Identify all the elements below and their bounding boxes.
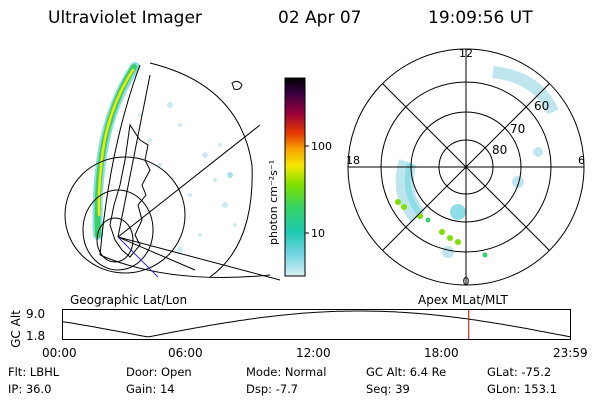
- altitude-plot: [62, 309, 572, 340]
- instrument-title: Ultraviolet Imager: [48, 8, 202, 28]
- footer-glon: GLon: 153.1: [487, 382, 557, 396]
- date-label: 02 Apr 07: [278, 8, 362, 28]
- colorbar-tick-100: 100: [311, 140, 332, 153]
- time-label: 19:09:56 UT: [428, 8, 533, 28]
- lat-label-60: 60: [534, 99, 549, 113]
- footer-flt: Flt: LBHL: [8, 365, 60, 379]
- small-coastline-marker: [231, 80, 243, 90]
- altitude-axis-label: GC Alt: [9, 310, 23, 348]
- footer-seq: Seq: 39: [366, 382, 410, 396]
- xtick-1800: 18:00: [424, 346, 459, 360]
- footer-glat: GLat: -75.2: [487, 365, 552, 379]
- footer-dsp: Dsp: -7.7: [246, 382, 299, 396]
- colorbar: 100 10 photon cm⁻²s⁻¹: [267, 77, 332, 277]
- mlt-label-12: 12: [459, 47, 473, 60]
- altitude-ytick-high: 9.0: [26, 307, 46, 321]
- antarctica-coastline: [109, 123, 151, 258]
- xtick-1200: 12:00: [296, 346, 331, 360]
- aurora-oval-band: [92, 62, 140, 240]
- geographic-map: [64, 62, 280, 281]
- orbit-altitude-curve: [62, 310, 572, 338]
- footer-door: Door: Open: [126, 365, 192, 379]
- altitude-ytick-low: 1.8: [26, 329, 46, 343]
- sub-satellite-track: [117, 236, 159, 278]
- colorbar-gradient: [284, 77, 306, 277]
- footer-mode: Mode: Normal: [246, 365, 327, 379]
- left-map-caption: Geographic Lat/Lon: [70, 293, 188, 307]
- colorbar-unit-label: photon cm⁻²s⁻¹: [267, 160, 280, 245]
- footer-ip: IP: 36.0: [8, 382, 52, 396]
- right-map-caption: Apex MLat/MLT: [418, 293, 508, 307]
- colorbar-tick-10: 10: [311, 227, 325, 240]
- xtick-0000: 00:00: [42, 346, 77, 360]
- uv-noise: [138, 102, 237, 253]
- polar-grid: [347, 48, 585, 286]
- mlt-label-6: 6: [578, 154, 585, 167]
- lat-label-70: 70: [510, 122, 525, 136]
- mlt-label-0: 0: [463, 275, 470, 288]
- mlt-label-18: 18: [346, 154, 360, 167]
- xtick-0600: 06:00: [168, 346, 203, 360]
- footer-gc-alt: GC Alt: 6.4 Re: [366, 365, 447, 379]
- lat-label-80: 80: [492, 143, 507, 157]
- polar-mlt-map: 12 18 6 0 60 70 80: [346, 47, 585, 288]
- footer-gain: Gain: 14: [126, 382, 175, 396]
- xtick-2359: 23:59: [553, 346, 588, 360]
